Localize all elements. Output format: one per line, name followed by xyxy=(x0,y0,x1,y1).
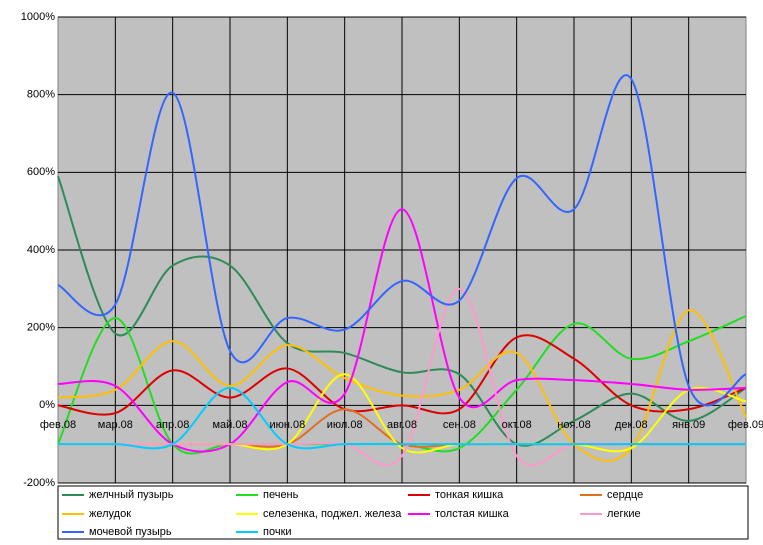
x-tick-label: май.08 xyxy=(212,419,247,431)
series-line xyxy=(58,386,747,450)
legend-label: легкие xyxy=(607,508,641,520)
x-tick-label: сен.08 xyxy=(443,419,476,431)
legend-label: сердце xyxy=(607,489,643,501)
legend-label: почки xyxy=(263,526,292,538)
y-tick-label: 600% xyxy=(27,166,55,178)
x-tick-label: авг.08 xyxy=(387,419,417,431)
legend-label: желчный пузырь xyxy=(89,489,174,501)
x-tick-label: янв.09 xyxy=(672,419,705,431)
series-line xyxy=(57,208,747,453)
x-tick-label: фев.09 xyxy=(728,419,763,431)
legend-label: толстая кишка xyxy=(435,508,510,520)
x-tick-label: окт.08 xyxy=(502,419,532,431)
y-tick-label: 400% xyxy=(27,244,55,256)
x-tick-label: дек.08 xyxy=(615,419,648,431)
y-tick-label: 200% xyxy=(27,322,55,334)
x-tick-label: июн.08 xyxy=(269,419,305,431)
y-tick-label: -200% xyxy=(23,477,55,489)
legend-box xyxy=(57,485,749,540)
legend-label: печень xyxy=(263,489,299,501)
x-tick-label: ноя.08 xyxy=(557,419,590,431)
series-line xyxy=(57,309,747,462)
y-tick-label: 800% xyxy=(27,89,55,101)
y-tick-label: 1000% xyxy=(21,11,55,23)
series-line xyxy=(57,175,747,447)
y-tick-label: 0% xyxy=(39,399,55,411)
legend-label: мочевой пузырь xyxy=(89,526,172,538)
x-tick-label: фев.08 xyxy=(40,419,76,431)
x-tick-label: апр.08 xyxy=(156,419,189,431)
x-tick-label: мар.08 xyxy=(98,419,133,431)
legend-label: желудок xyxy=(89,508,131,520)
legend-label: тонкая кишка xyxy=(435,489,504,501)
series-line xyxy=(57,74,747,407)
legend-label: селезенка, поджел. железа xyxy=(263,508,402,520)
x-tick-label: июл.08 xyxy=(327,419,363,431)
series-line xyxy=(57,334,747,416)
